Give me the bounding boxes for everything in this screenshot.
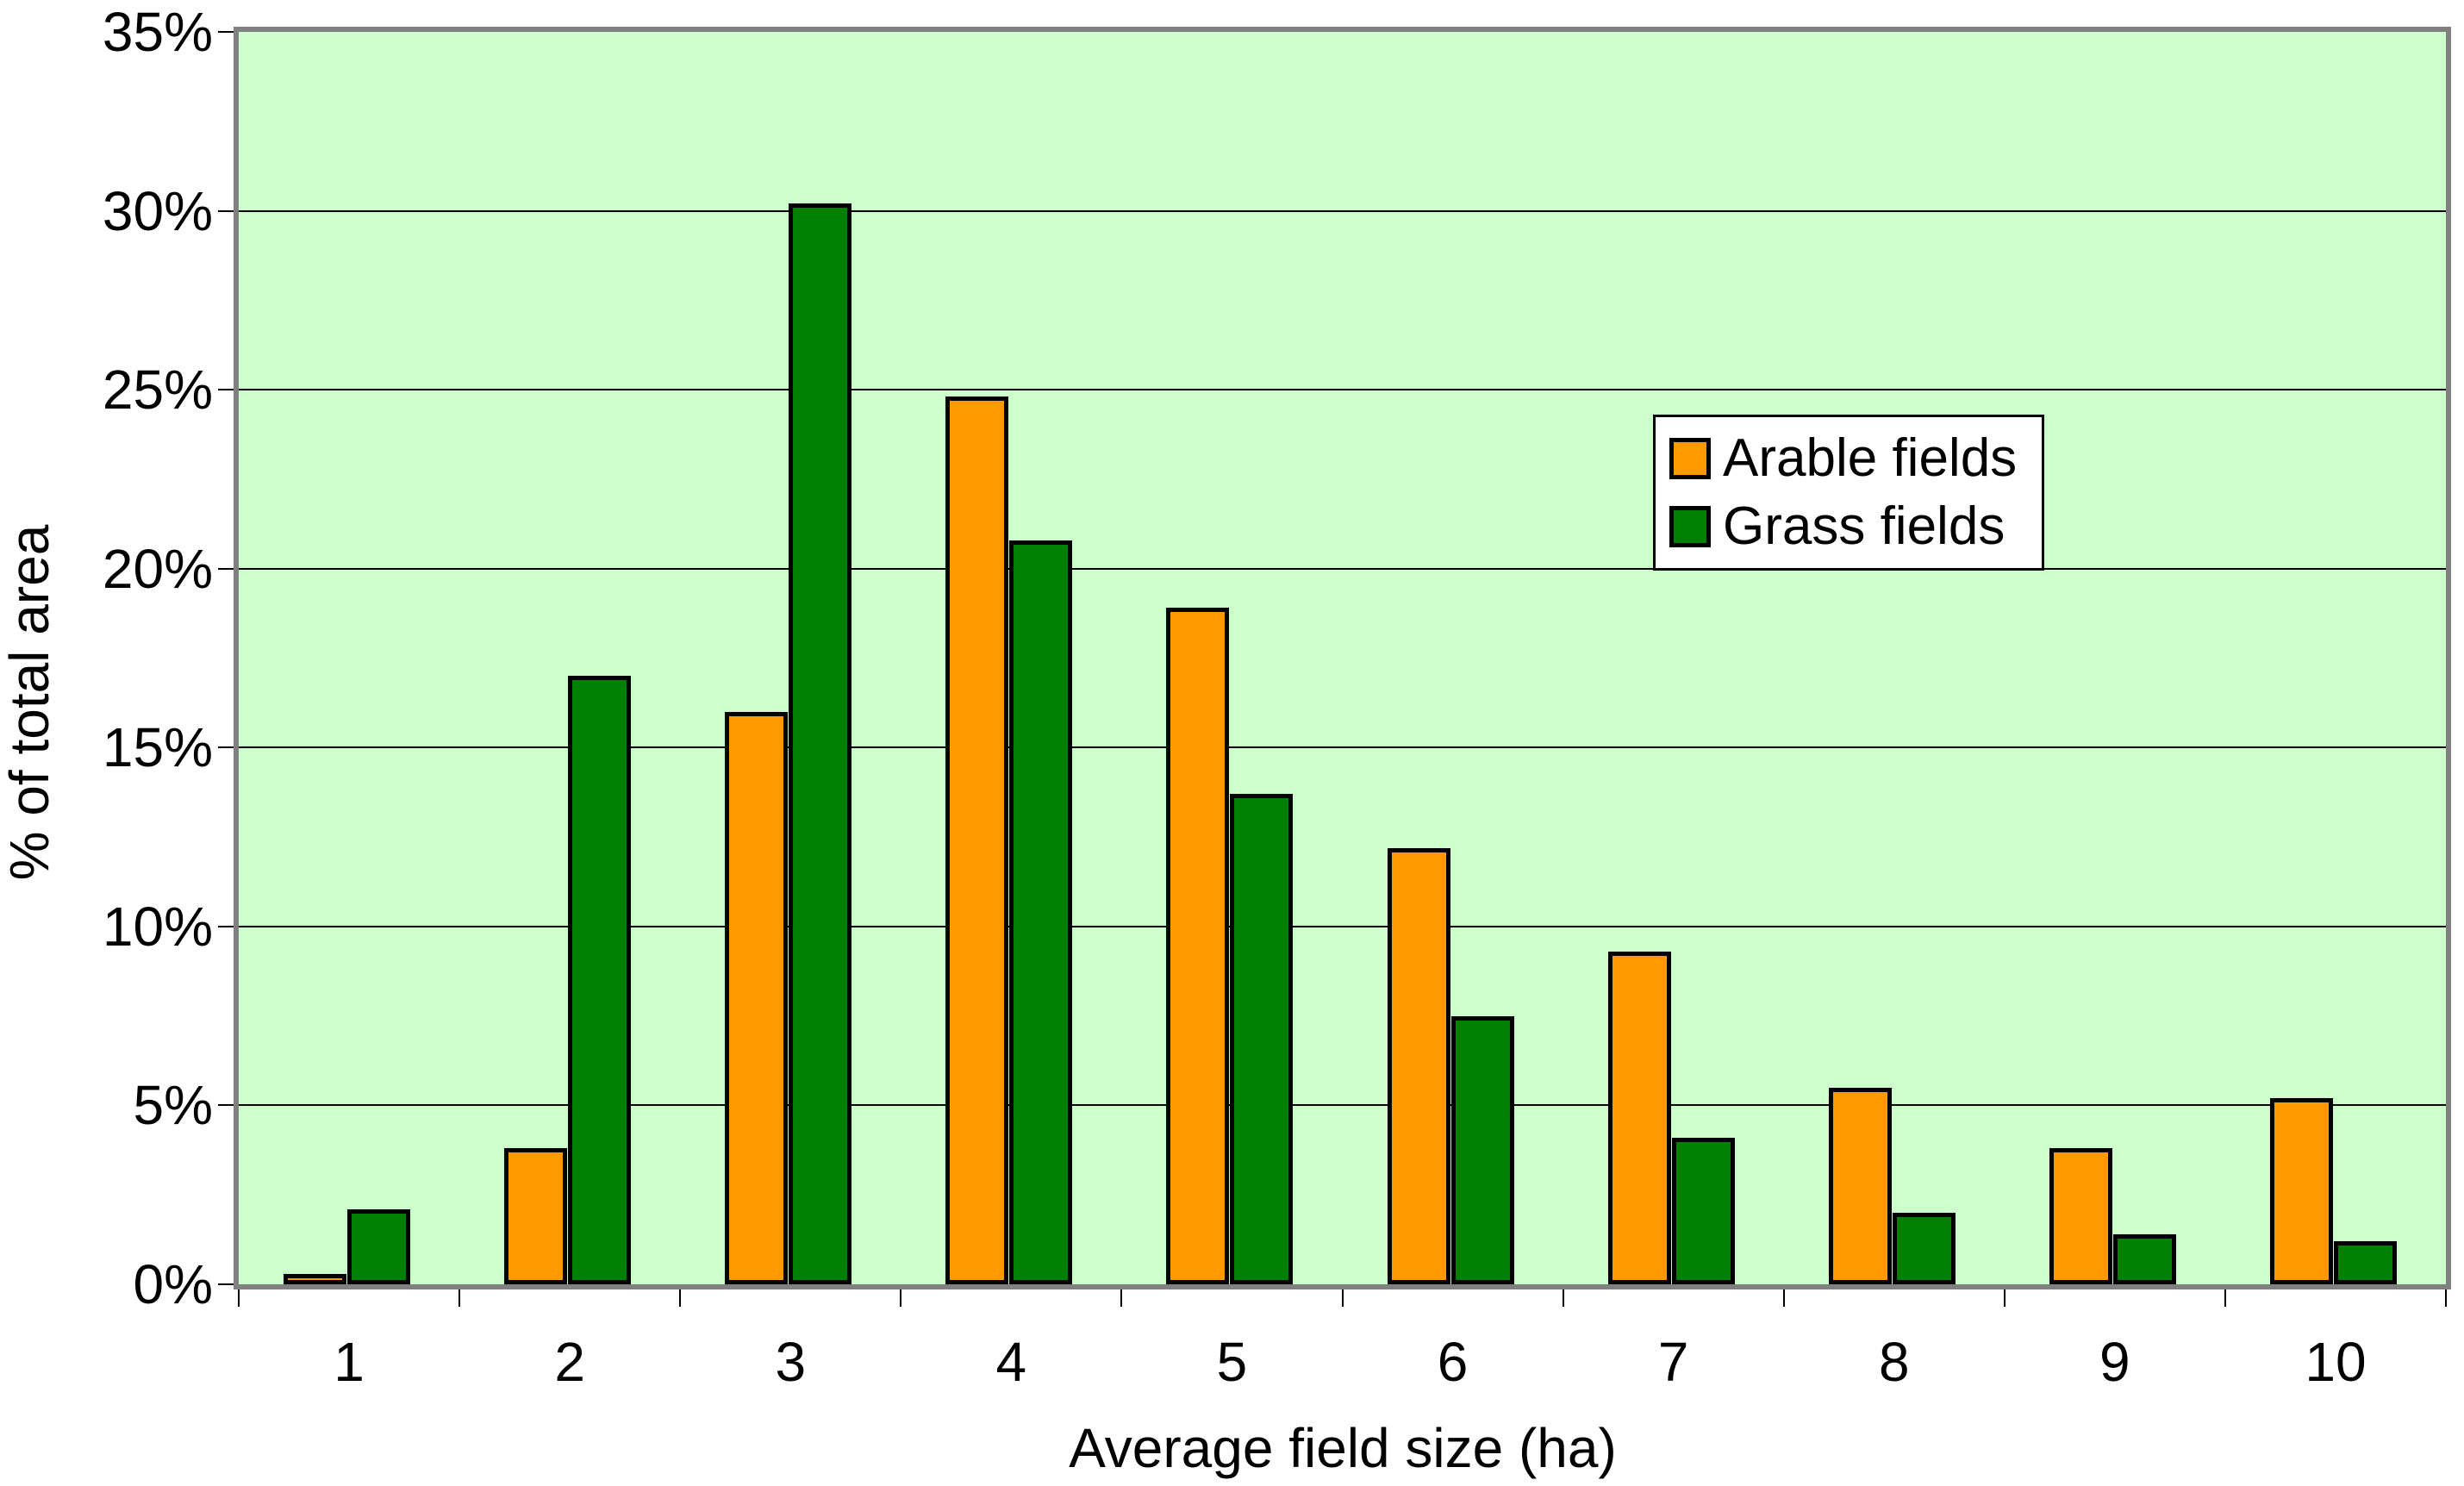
y-tick-35pct [218,31,239,33]
bar-grass-8 [1892,1212,1956,1284]
bar-arable-4 [945,396,1009,1284]
x-tick-5 [1341,1284,1344,1307]
legend-label-arable: Arable fields [1723,428,2018,488]
y-tick-15pct [218,746,239,749]
x-tick-1 [458,1284,461,1307]
x-tick-3 [900,1284,902,1307]
x-category-label-8: 8 [1878,1331,1910,1393]
y-tick-0pct [218,1283,239,1285]
x-tick-4 [1120,1284,1123,1307]
bar-grass-2 [568,676,632,1284]
gridline-10pct [239,925,2446,927]
bar-arable-5 [1166,608,1230,1284]
legend: Arable fields Grass fields [1653,415,2044,571]
legend-label-grass: Grass fields [1723,496,2006,557]
legend-item-grass: Grass fields [1669,496,2028,557]
y-axis-title: % of total area [0,524,60,881]
x-tick-9 [2224,1284,2226,1307]
x-tick-2 [679,1284,682,1307]
y-tick-25pct [218,389,239,391]
bar-arable-6 [1387,847,1450,1284]
y-tick-label-15pct: 15% [102,716,213,779]
gridline-5pct [239,1104,2446,1107]
y-tick-label-10pct: 10% [102,895,213,958]
x-tick-0 [238,1284,240,1307]
legend-item-arable: Arable fields [1669,428,2028,489]
x-category-label-1: 1 [334,1331,365,1393]
x-category-label-9: 9 [2099,1331,2130,1393]
gridline-25pct [239,389,2446,391]
x-tick-7 [1782,1284,1785,1307]
bar-grass-3 [789,203,852,1284]
x-tick-10 [2445,1284,2447,1307]
x-category-label-3: 3 [775,1331,807,1393]
y-tick-30pct [218,209,239,212]
y-tick-5pct [218,1104,239,1107]
x-axis-title: Average field size (ha) [1069,1417,1617,1479]
x-tick-8 [2003,1284,2006,1307]
bar-grass-4 [1009,540,1073,1284]
x-category-label-4: 4 [995,1331,1027,1393]
y-tick-label-35pct: 35% [102,1,213,63]
gridline-20pct [239,567,2446,570]
x-category-label-2: 2 [554,1331,585,1393]
legend-swatch-arable [1669,437,1711,479]
bar-arable-10 [2269,1098,2333,1284]
y-tick-label-25pct: 25% [102,359,213,421]
gridline-15pct [239,746,2446,749]
bar-grass-6 [1450,1015,1514,1284]
x-tick-6 [1562,1284,1564,1307]
bar-arable-7 [1607,951,1671,1284]
y-tick-label-5pct: 5% [133,1074,214,1137]
bar-grass-5 [1230,794,1294,1284]
bar-arable-1 [284,1273,346,1284]
x-category-label-10: 10 [2305,1331,2367,1393]
x-category-label-6: 6 [1437,1331,1469,1393]
bar-arable-9 [2049,1148,2112,1284]
y-tick-label-20pct: 20% [102,537,213,600]
gridline-30pct [239,209,2446,212]
bar-arable-8 [1828,1087,1892,1284]
bar-grass-10 [2333,1241,2397,1284]
bar-arable-3 [725,711,789,1284]
x-category-label-5: 5 [1216,1331,1248,1393]
y-tick-label-30pct: 30% [102,179,213,242]
y-tick-label-0pct: 0% [133,1253,214,1315]
y-tick-20pct [218,567,239,570]
bar-grass-9 [2112,1233,2176,1284]
x-category-label-7: 7 [1657,1331,1689,1393]
bar-grass-7 [1671,1137,1735,1284]
bar-grass-1 [347,1208,410,1284]
legend-swatch-grass [1669,506,1711,548]
y-tick-10pct [218,925,239,927]
plot-area [239,32,2446,1284]
bar-arable-2 [504,1148,568,1284]
